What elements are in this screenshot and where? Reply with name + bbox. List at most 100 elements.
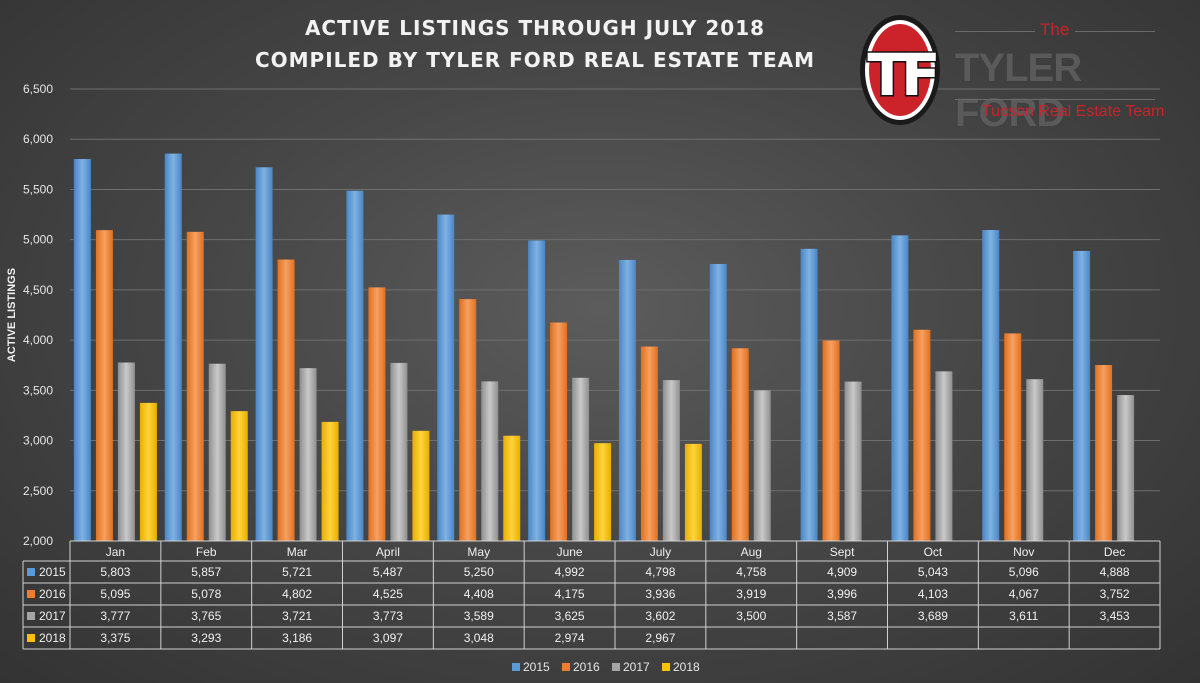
bar-2017-mar: [299, 368, 317, 541]
table-cell-value: 3,765: [191, 609, 221, 623]
table-cell-value: 4,175: [555, 587, 585, 601]
bar-2015-may: [437, 214, 455, 542]
bar-2016-june: [550, 322, 568, 541]
chart-title-line-1: ACTIVE LISTINGS THROUGH JULY 2018: [304, 16, 766, 40]
table-cell-value: 5,043: [918, 565, 948, 579]
bar-2015-sept: [800, 248, 818, 541]
tyler-ford-logo: TF: [860, 15, 943, 125]
legend-label: 2018: [673, 660, 700, 674]
bar-2016-dec: [1095, 365, 1113, 541]
table-cell-value: 3,453: [1100, 609, 1130, 623]
table-cell-value: 3,500: [736, 609, 766, 623]
logo-divider-top-right: [1075, 31, 1155, 32]
y-tick-label: 5,000: [23, 233, 53, 247]
table-cell-value: 4,802: [282, 587, 312, 601]
y-tick-label: 4,500: [23, 283, 53, 297]
bar-2018-may: [503, 435, 521, 541]
bar-2017-feb: [208, 363, 226, 541]
data-table: Jan Feb Mar April May June July Aug Sept Oct Nov De…: [22, 540, 1161, 650]
table-cell-value: 4,758: [736, 565, 766, 579]
bar-2017-oct: [935, 371, 953, 541]
x-tick-label: Sept: [830, 545, 855, 559]
x-tick-label: June: [557, 545, 583, 559]
bar-2015-nov: [982, 230, 1000, 542]
table-cell-value: 4,992: [555, 565, 585, 579]
table-cell-value: 4,525: [373, 587, 403, 601]
bar-2017-dec: [1117, 395, 1135, 541]
table-series-key-2018: [27, 634, 35, 642]
bar-2015-oct: [891, 235, 909, 542]
table-cell-value: 3,587: [827, 609, 857, 623]
bar-2016-jan: [95, 230, 113, 541]
legend-key-2016: [562, 663, 570, 671]
bar-2017-jan: [117, 362, 135, 541]
bar-2017-may: [481, 381, 499, 541]
table-cell-value: 4,408: [464, 587, 494, 601]
table-series-label: 2018: [39, 631, 66, 645]
table-cell-value: 4,067: [1009, 587, 1039, 601]
legend-label: 2016: [573, 660, 600, 674]
y-tick-label: 3,500: [23, 383, 53, 397]
table-series-key-2017: [27, 612, 35, 620]
logo-subtitle-text: Tucson Real Estate Team: [982, 103, 1165, 120]
bar-2015-feb: [164, 153, 182, 541]
x-tick-label: Jan: [106, 545, 125, 559]
bar-2015-june: [528, 240, 546, 541]
legend-label: 2017: [623, 660, 650, 674]
table-series-key-2016: [27, 590, 35, 598]
table-cell-value: 3,919: [736, 587, 766, 601]
table-series-label: 2015: [39, 565, 66, 579]
y-tick-label: 2,000: [23, 534, 53, 548]
legend-key-2015: [512, 663, 520, 671]
y-axis-label: ACTIVE LISTINGS: [6, 268, 18, 362]
table-cell-value: 4,103: [918, 587, 948, 601]
logo-divider-top: [955, 31, 1035, 32]
table-cell-value: 5,721: [282, 565, 312, 579]
bar-2018-july: [684, 443, 702, 541]
table-series-key-2015: [27, 568, 35, 576]
bar-2016-april: [368, 287, 386, 541]
bar-2018-feb: [230, 411, 248, 541]
logo-name-text: TYLER FORD: [955, 46, 1082, 135]
y-axis-ticks: 2,000 2,500 3,000 3,500 4,000 4,500 5,000 5,500…: [23, 82, 53, 548]
x-tick-label: Oct: [924, 545, 943, 559]
bar-2016-aug: [731, 348, 749, 541]
x-tick-label: Dec: [1104, 545, 1125, 559]
table-cell-value: 3,752: [1100, 587, 1130, 601]
logo-the-text: The: [1040, 20, 1070, 39]
bar-2016-nov: [1004, 333, 1022, 541]
table-cell-value: 3,777: [100, 609, 130, 623]
table-series-label: 2017: [39, 609, 66, 623]
bar-2016-oct: [913, 329, 931, 541]
legend: 2015 2016 2017 2018: [512, 660, 700, 674]
bar-2018-june: [594, 443, 612, 541]
bar-2017-june: [572, 377, 590, 541]
table-cell-value: 5,096: [1009, 565, 1039, 579]
bar-2015-july: [618, 259, 636, 541]
table-cell-value: 3,936: [645, 587, 675, 601]
x-tick-label: May: [467, 545, 490, 559]
bar-2018-mar: [321, 421, 339, 541]
bar-2017-april: [390, 362, 408, 541]
bar-2018-april: [412, 430, 430, 541]
table-series-label: 2016: [39, 587, 66, 601]
bar-2016-may: [459, 299, 477, 541]
table-cell-value: 2,967: [645, 631, 675, 645]
table-cell-value: 4,888: [1100, 565, 1130, 579]
x-tick-label: April: [376, 545, 400, 559]
bar-2017-nov: [1026, 379, 1044, 541]
logo-divider-bottom: [955, 99, 1155, 100]
table-cell-value: 3,589: [464, 609, 494, 623]
x-tick-label: Nov: [1013, 545, 1034, 559]
bar-2015-april: [346, 190, 364, 541]
y-tick-label: 6,500: [23, 82, 53, 96]
table-cell-value: 3,625: [555, 609, 585, 623]
table-cell-value: 3,293: [191, 631, 221, 645]
table-cell-value: 5,095: [100, 587, 130, 601]
x-tick-label: Mar: [287, 545, 308, 559]
x-tick-label: Aug: [741, 545, 762, 559]
bar-2017-sept: [844, 381, 862, 541]
table-cell-value: 5,857: [191, 565, 221, 579]
bar-2015-mar: [255, 167, 273, 541]
table-cell-value: 3,602: [645, 609, 675, 623]
